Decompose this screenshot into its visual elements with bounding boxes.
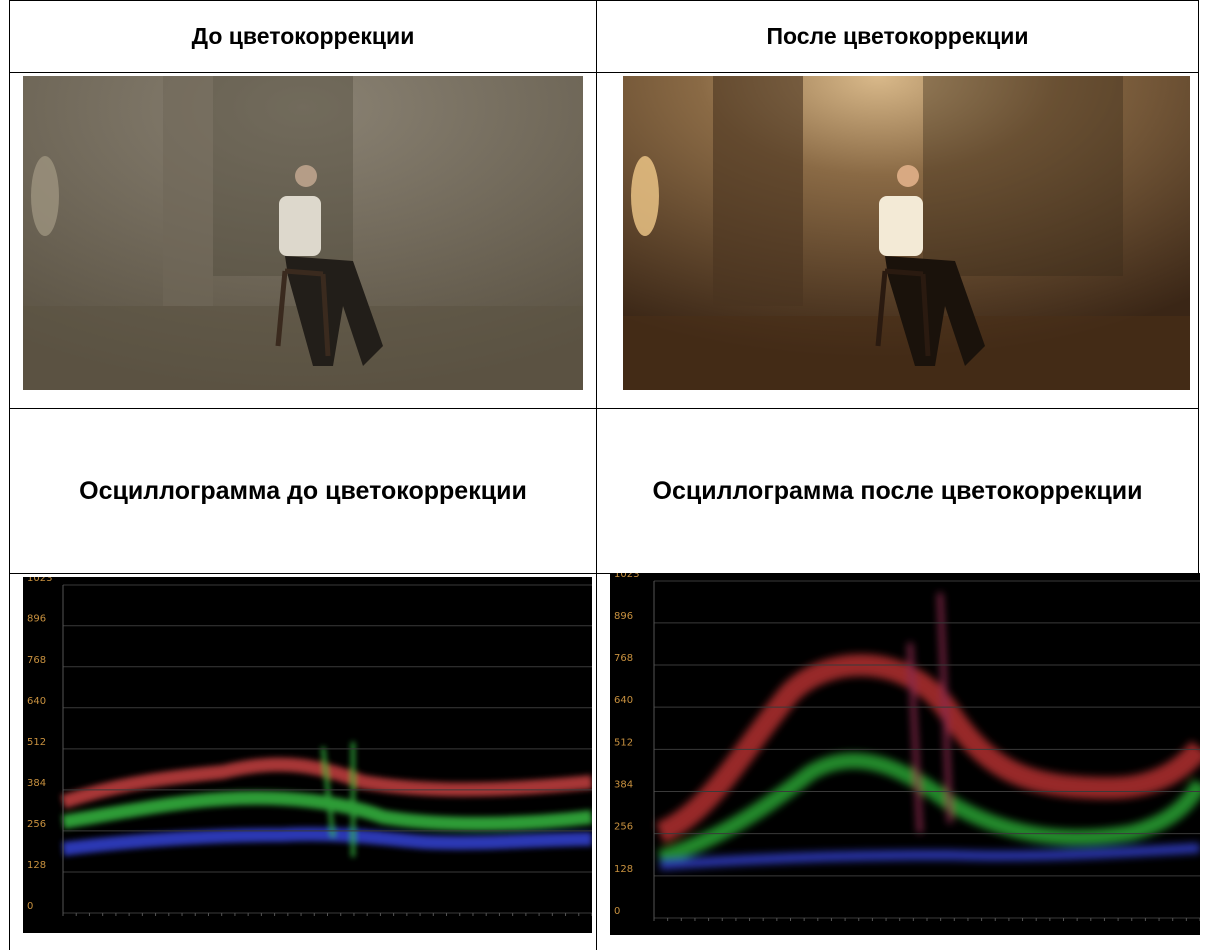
scale-label: 896 [614,611,633,622]
image-before [23,76,583,390]
scale-label: 0 [27,901,33,912]
waveform-before: 1023 896 768 640 512 384 256 128 0 [23,577,592,933]
scale-label: 256 [27,819,46,830]
scale-label: 640 [27,696,46,707]
waveform-after: 1023 896 768 640 512 384 256 128 0 [610,573,1200,935]
scale-label: 128 [614,864,633,875]
border [1198,0,1199,573]
scale-label: 896 [27,614,46,625]
subheader-cell: Осциллограмма до цветокоррекции [79,476,527,505]
border [9,408,1199,409]
scale-label: 640 [614,695,633,706]
border [9,0,1199,1]
scale-label: 1023 [27,577,52,584]
scale-label: 0 [614,906,620,917]
subheader-cell: Осциллограмма после цветокоррекции [652,476,1143,505]
image-after [623,76,1190,390]
scale-label: 768 [27,655,46,666]
scale-label: 384 [27,778,46,789]
border [9,0,10,950]
border [596,0,597,950]
header-cell: До цветокоррекции [191,23,415,49]
scale-label: 256 [614,822,633,833]
scale-label: 128 [27,860,46,871]
header-cell: После цветокоррекции [766,23,1029,49]
scale-label: 1023 [614,573,639,580]
scale-label: 384 [614,780,633,791]
scale-label: 512 [27,737,46,748]
border [9,72,1199,73]
border [9,573,1199,574]
scale-label: 768 [614,653,633,664]
scale-label: 512 [614,737,633,748]
